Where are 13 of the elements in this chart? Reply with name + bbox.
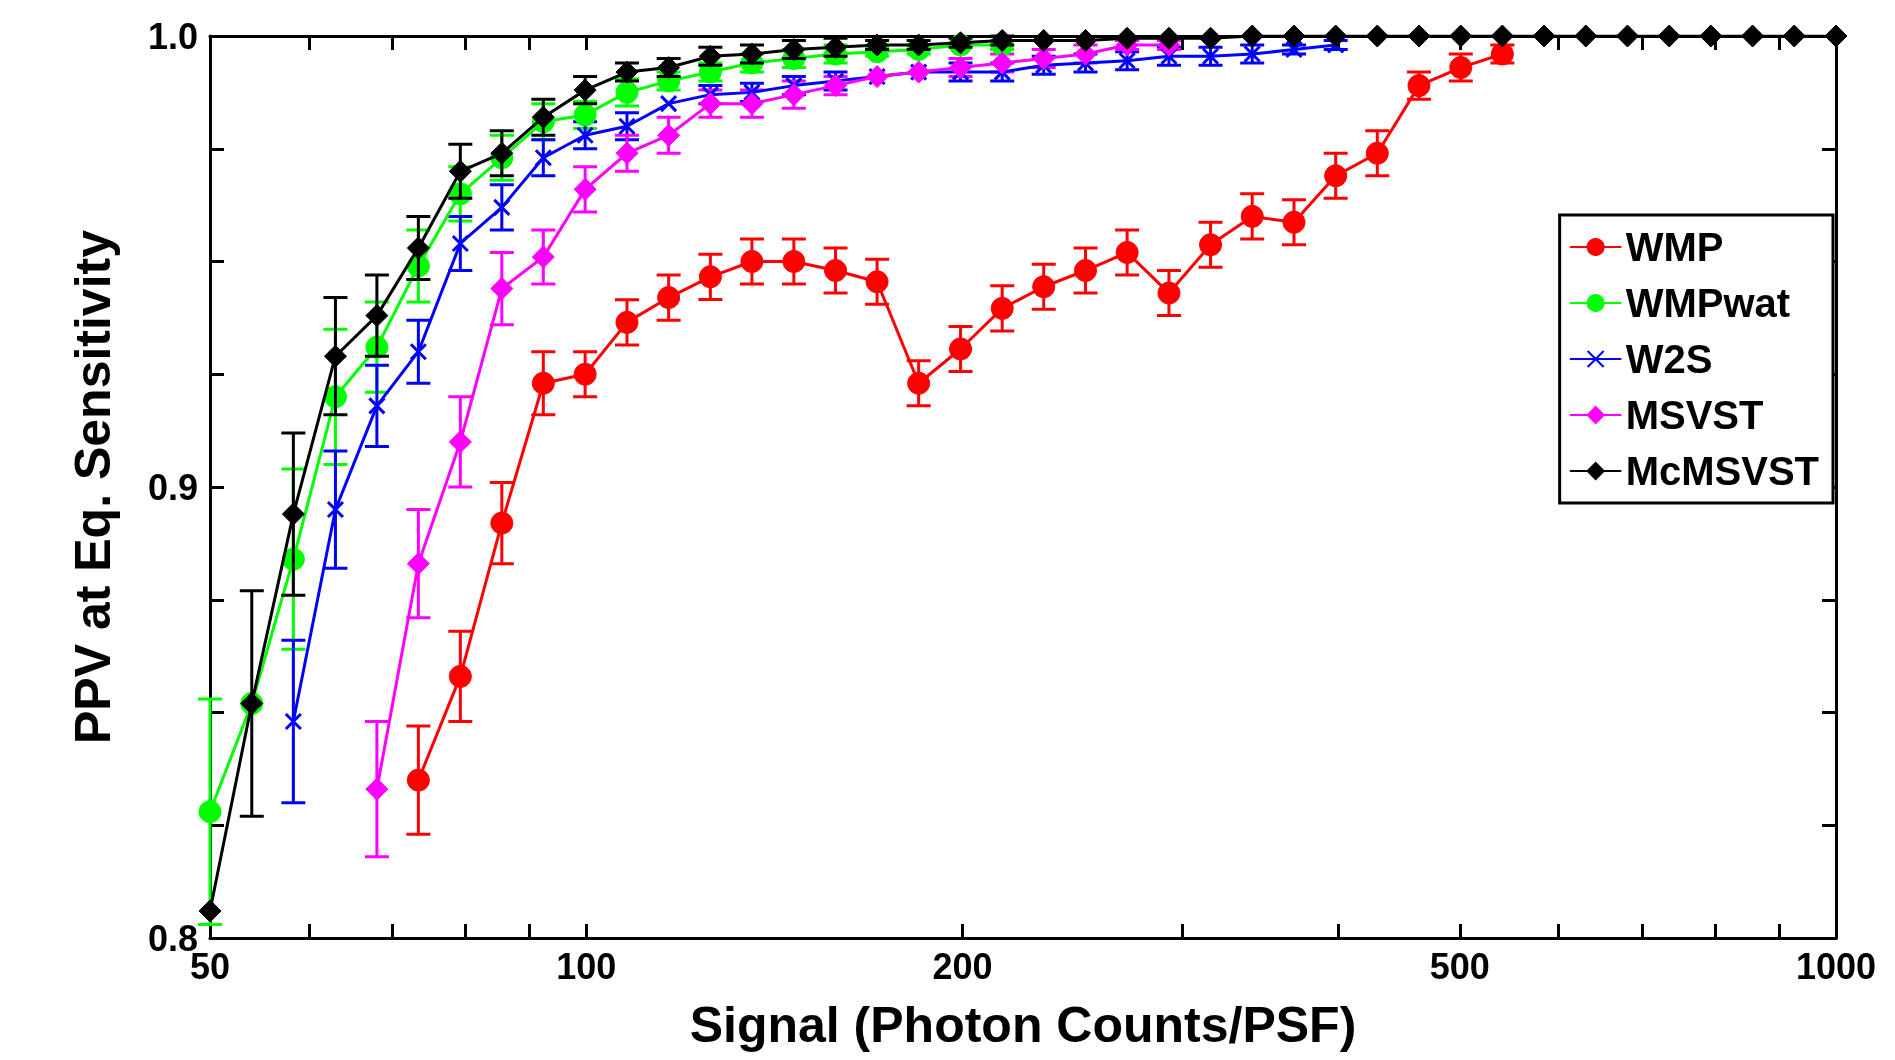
- x-tick-label: 100: [556, 945, 617, 987]
- x-tick-label: 500: [1429, 945, 1490, 987]
- x-axis-title: Signal (Photon Counts/PSF): [689, 997, 1357, 1053]
- x-tick-label: 1000: [1795, 945, 1877, 987]
- y-axis-title: PPV at Eq. Sensitivity: [65, 229, 121, 745]
- y-tick-label: 0.9: [147, 466, 198, 508]
- legend-label: W2S: [1625, 337, 1713, 381]
- x-tick-label: 200: [932, 945, 993, 987]
- legend-label: WMPwat: [1625, 281, 1791, 325]
- legend-label: WMP: [1625, 225, 1724, 269]
- legend-label: MSVST: [1625, 393, 1764, 437]
- y-tick-label: 1.0: [147, 15, 198, 57]
- legend-label: McMSVST: [1625, 449, 1819, 493]
